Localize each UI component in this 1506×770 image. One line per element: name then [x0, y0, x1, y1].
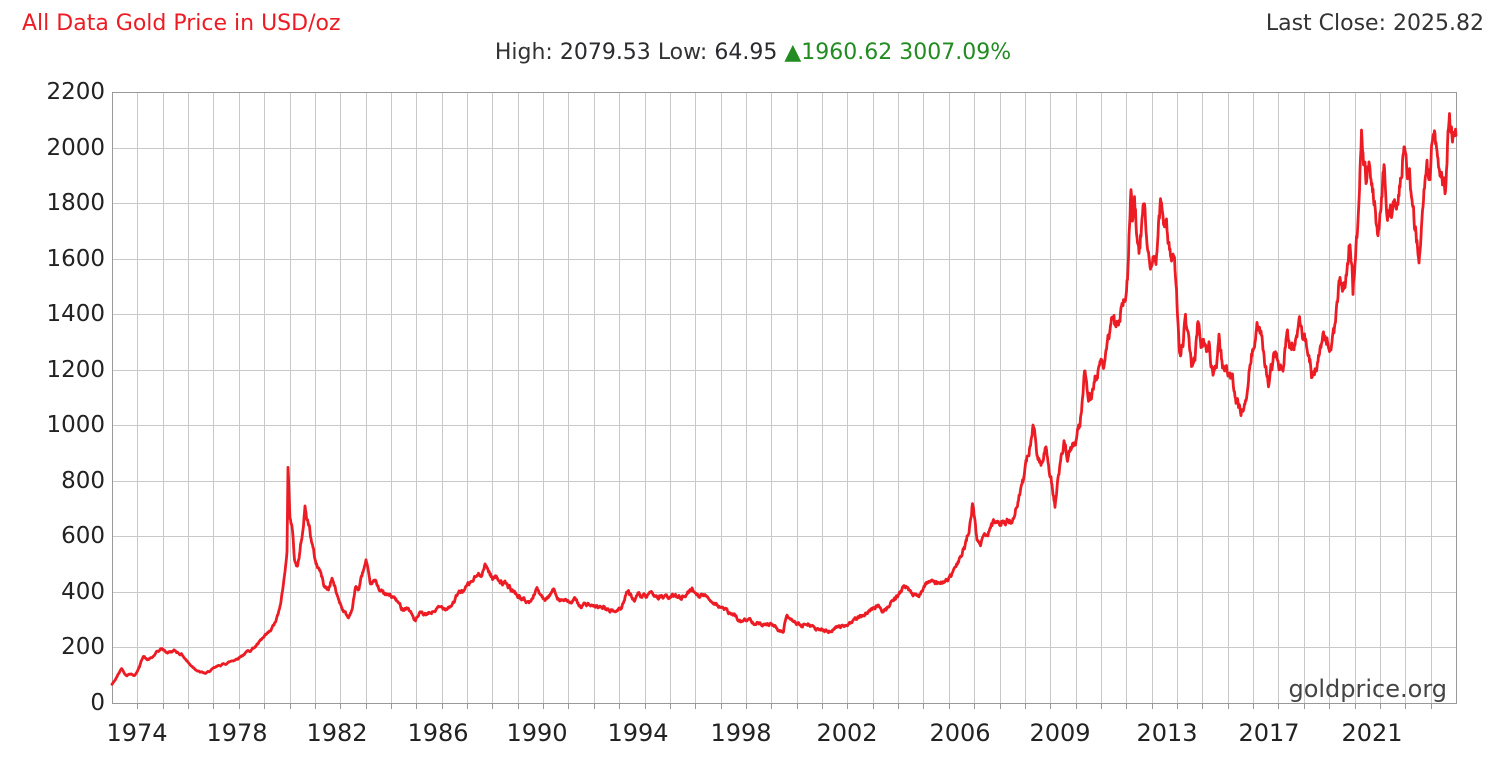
- high-low-summary: High: 2079.53 Low: 64.95 ▲1960.62 3007.0…: [0, 40, 1506, 65]
- x-tick-label: 1998: [710, 719, 772, 747]
- y-tick-label: 1000: [46, 412, 105, 439]
- x-tick-label: 2002: [816, 719, 878, 747]
- y-tick-label: 1800: [46, 190, 105, 217]
- x-tick-label: 1978: [206, 719, 268, 747]
- last-close-label: Last Close:: [1265, 11, 1387, 36]
- y-tick-label: 1400: [46, 301, 105, 328]
- y-tick-label: 1600: [46, 245, 105, 272]
- y-tick-label: 2200: [46, 79, 105, 105]
- y-tick-label: 0: [90, 690, 105, 716]
- plot-border: [112, 92, 1457, 704]
- chart-grid: [112, 92, 1456, 709]
- y-tick-label: 800: [61, 467, 105, 494]
- high-label: High:: [494, 40, 553, 65]
- y-tick-label: 200: [61, 634, 105, 661]
- y-tick-label: 2000: [46, 134, 105, 161]
- x-tick-label: 2013: [1136, 719, 1198, 747]
- x-tick-label: 1986: [407, 719, 469, 747]
- y-tick-label: 400: [61, 578, 105, 605]
- x-tick-label: 1990: [506, 719, 568, 747]
- x-tick-label: 1974: [106, 719, 168, 747]
- x-tick-label: 2021: [1341, 719, 1403, 747]
- price-line: [110, 112, 1458, 686]
- x-tick-label: 1982: [306, 719, 368, 747]
- last-close-value: 2025.82: [1393, 11, 1484, 36]
- up-arrow-icon: ▲: [784, 40, 802, 65]
- high-value: 2079.53: [559, 40, 651, 65]
- x-tick-label: 2017: [1238, 719, 1300, 747]
- x-tick-label: 1994: [607, 719, 669, 747]
- chart-title: All Data Gold Price in USD/oz: [22, 11, 341, 36]
- y-tick-label: 600: [61, 523, 105, 550]
- change-percent: 3007.09%: [899, 40, 1012, 65]
- last-close: Last Close: 2025.82: [1266, 11, 1484, 36]
- x-tick-label: 2006: [929, 719, 991, 747]
- x-tick-label: 2009: [1029, 719, 1091, 747]
- change-value: 1960.62: [801, 40, 893, 65]
- low-label: Low:: [657, 40, 708, 65]
- watermark: goldprice.org: [1288, 675, 1447, 703]
- y-tick-label: 1200: [46, 356, 105, 383]
- low-value: 64.95: [714, 40, 778, 65]
